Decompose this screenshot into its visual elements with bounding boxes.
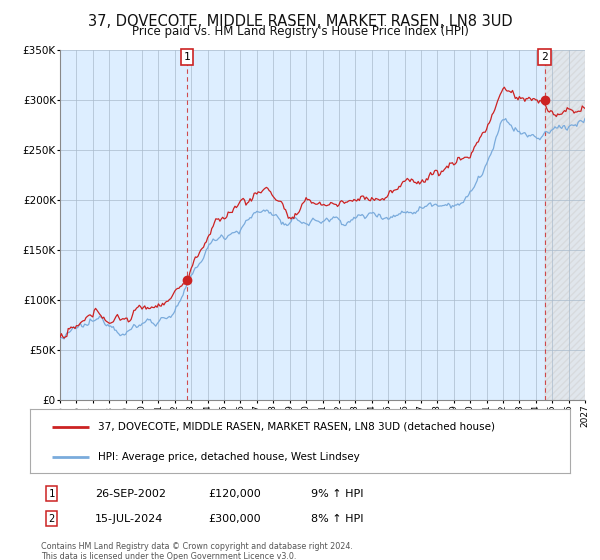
Text: HPI: Average price, detached house, West Lindsey: HPI: Average price, detached house, West… [97, 452, 359, 462]
Text: 26-SEP-2002: 26-SEP-2002 [95, 489, 166, 499]
Bar [545, 50, 585, 400]
Text: 8% ↑ HPI: 8% ↑ HPI [311, 514, 364, 524]
Text: £300,000: £300,000 [208, 514, 261, 524]
Text: 1: 1 [49, 489, 55, 499]
Text: 2: 2 [541, 52, 548, 62]
Text: 37, DOVECOTE, MIDDLE RASEN, MARKET RASEN, LN8 3UD (detached house): 37, DOVECOTE, MIDDLE RASEN, MARKET RASEN… [97, 422, 494, 432]
Text: Contains HM Land Registry data © Crown copyright and database right 2024.
This d: Contains HM Land Registry data © Crown c… [41, 542, 353, 560]
Text: 15-JUL-2024: 15-JUL-2024 [95, 514, 163, 524]
Text: 2: 2 [49, 514, 55, 524]
Text: Price paid vs. HM Land Registry's House Price Index (HPI): Price paid vs. HM Land Registry's House … [131, 25, 469, 38]
Text: 1: 1 [184, 52, 190, 62]
Bar [545, 50, 585, 400]
Text: 37, DOVECOTE, MIDDLE RASEN, MARKET RASEN, LN8 3UD: 37, DOVECOTE, MIDDLE RASEN, MARKET RASEN… [88, 14, 512, 29]
Text: £120,000: £120,000 [208, 489, 261, 499]
Text: 9% ↑ HPI: 9% ↑ HPI [311, 489, 364, 499]
